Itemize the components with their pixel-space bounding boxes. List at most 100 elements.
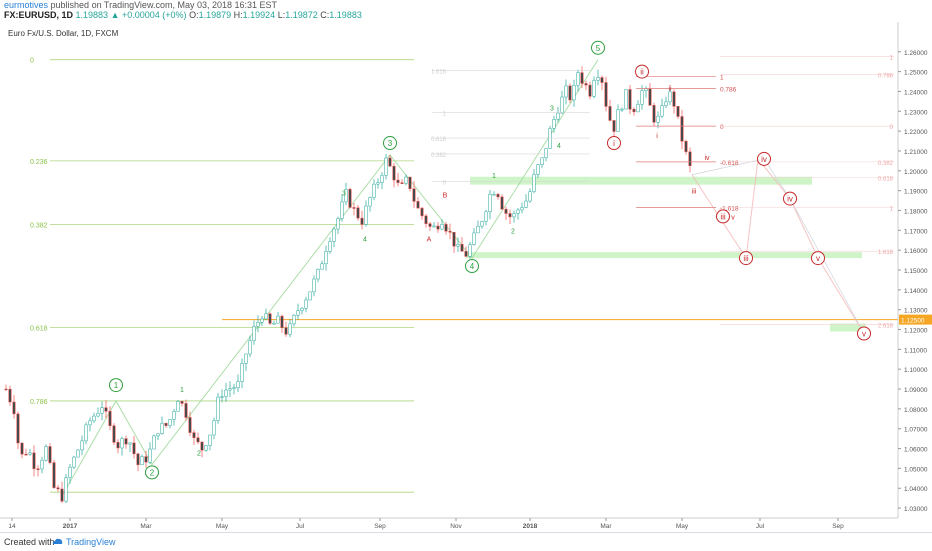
wave-label: B bbox=[443, 193, 448, 200]
price-tick-label: 1.11000 bbox=[904, 347, 927, 354]
candle-body bbox=[608, 106, 612, 121]
candle-body bbox=[144, 456, 148, 463]
time-tick-label: Sep bbox=[374, 523, 386, 530]
tradingview-link[interactable]: TradingView bbox=[66, 537, 116, 547]
close-value: 1.19883 bbox=[329, 10, 362, 20]
candle-body bbox=[224, 389, 228, 397]
candle-body bbox=[492, 193, 496, 196]
candle-body bbox=[320, 263, 324, 270]
wave-label-circle bbox=[757, 151, 771, 166]
candle-body bbox=[308, 291, 312, 301]
candle-body bbox=[40, 459, 44, 470]
candle-body bbox=[96, 413, 100, 417]
candle-body bbox=[288, 323, 292, 335]
wave-label: 2 bbox=[150, 468, 155, 477]
candle-body bbox=[128, 442, 132, 445]
price-tick-label: 1.17000 bbox=[904, 228, 928, 235]
candle-body bbox=[428, 223, 432, 227]
current-price-badge bbox=[899, 314, 932, 325]
candle-body bbox=[616, 109, 620, 132]
candle-body bbox=[388, 157, 392, 167]
candle-body bbox=[624, 89, 628, 110]
wave-label: 1 bbox=[180, 387, 184, 394]
candle-body bbox=[88, 420, 92, 426]
candle-body bbox=[632, 108, 636, 113]
price-tick-label: 1.10000 bbox=[904, 367, 928, 374]
impulse-wave-line bbox=[61, 59, 599, 497]
wave-label: 3 bbox=[342, 191, 346, 198]
time-tick-label: 2017 bbox=[63, 523, 78, 530]
support-zone-target bbox=[830, 323, 866, 332]
fib-labels: 1.618 1 0.618 0.382 0 1 0.786 0 -0.618 -1.618 1 0.7… bbox=[431, 56, 894, 330]
tradingview-cloud-icon bbox=[52, 538, 63, 544]
fib-inner-label: 0.382 bbox=[431, 153, 447, 159]
fib-level-label: 0 bbox=[30, 58, 34, 65]
fib-right-label: 0.786 bbox=[878, 74, 894, 80]
wave-label-circle bbox=[739, 251, 753, 266]
candle-body bbox=[568, 85, 572, 101]
support-zones bbox=[222, 176, 898, 332]
candle-body bbox=[268, 313, 272, 324]
candle-body bbox=[244, 353, 248, 364]
price-tick-label: 1.18000 bbox=[904, 208, 928, 215]
fib-level-label: 0.236 bbox=[30, 159, 48, 166]
candle-body bbox=[292, 315, 296, 325]
candle-body bbox=[236, 381, 240, 388]
candle-body bbox=[424, 215, 428, 224]
candle-body bbox=[536, 164, 540, 175]
candle-body bbox=[76, 449, 80, 458]
time-tick-label: Jul bbox=[296, 523, 305, 530]
candle-body bbox=[660, 105, 664, 117]
wave-label: ii bbox=[640, 68, 644, 77]
candle-body bbox=[588, 84, 592, 97]
candle-body bbox=[464, 251, 468, 257]
wave-label: 2 bbox=[511, 228, 515, 235]
candle-body bbox=[136, 453, 140, 466]
time-tick-label: Nov bbox=[450, 523, 462, 530]
candle-body bbox=[476, 225, 480, 234]
created-with-text: Created with bbox=[4, 537, 55, 547]
candle-body bbox=[628, 89, 632, 110]
candle-body bbox=[532, 174, 536, 192]
candle-body bbox=[592, 80, 596, 97]
time-axis[interactable]: 14 2017 Mar May Jul Sep Nov 2018 Mar May Jul Sep bbox=[0, 517, 898, 530]
wave-label-circle bbox=[811, 251, 825, 266]
fib-red-label: 0 bbox=[720, 124, 724, 131]
candle-body bbox=[80, 440, 84, 451]
candle-body bbox=[400, 182, 404, 184]
username-link[interactable]: eurmotives bbox=[4, 0, 49, 10]
candle-body bbox=[92, 415, 96, 422]
fib-right-label: 0.618 bbox=[878, 177, 894, 183]
candle-body bbox=[212, 420, 216, 436]
projection-lines bbox=[691, 157, 865, 334]
candlesticks bbox=[4, 66, 692, 504]
candle-body bbox=[564, 85, 568, 98]
price-axis[interactable]: 1.26000 1.25000 1.24000 1.23000 1.22000 1.210… bbox=[897, 22, 932, 518]
wave-label: 1 bbox=[492, 173, 496, 180]
symbol-label: FX:EURUSD, 1D bbox=[4, 10, 74, 20]
wave-label: 4 bbox=[557, 143, 561, 150]
candle-body bbox=[548, 128, 552, 149]
wave-label: 3 bbox=[550, 105, 554, 112]
candle-body bbox=[272, 322, 276, 325]
wave-label: 3 bbox=[388, 139, 393, 148]
candle-body bbox=[448, 231, 452, 233]
time-tick-label: 2018 bbox=[523, 523, 538, 530]
candle-body bbox=[68, 466, 72, 478]
candle-body bbox=[316, 268, 320, 280]
candle-body bbox=[60, 488, 64, 502]
candle-body bbox=[644, 88, 648, 91]
candle-body bbox=[84, 424, 88, 442]
price-tick-label: 1.03000 bbox=[904, 506, 928, 513]
current-price-label: 1.12500 bbox=[901, 318, 925, 325]
wave-label: v bbox=[816, 254, 820, 263]
candle-body bbox=[480, 221, 484, 227]
candle-body bbox=[528, 191, 532, 202]
candle-body bbox=[120, 438, 124, 449]
candle-body bbox=[676, 106, 680, 117]
candle-body bbox=[656, 115, 660, 123]
wave-label-circle bbox=[465, 259, 479, 274]
candle-body bbox=[668, 91, 672, 103]
